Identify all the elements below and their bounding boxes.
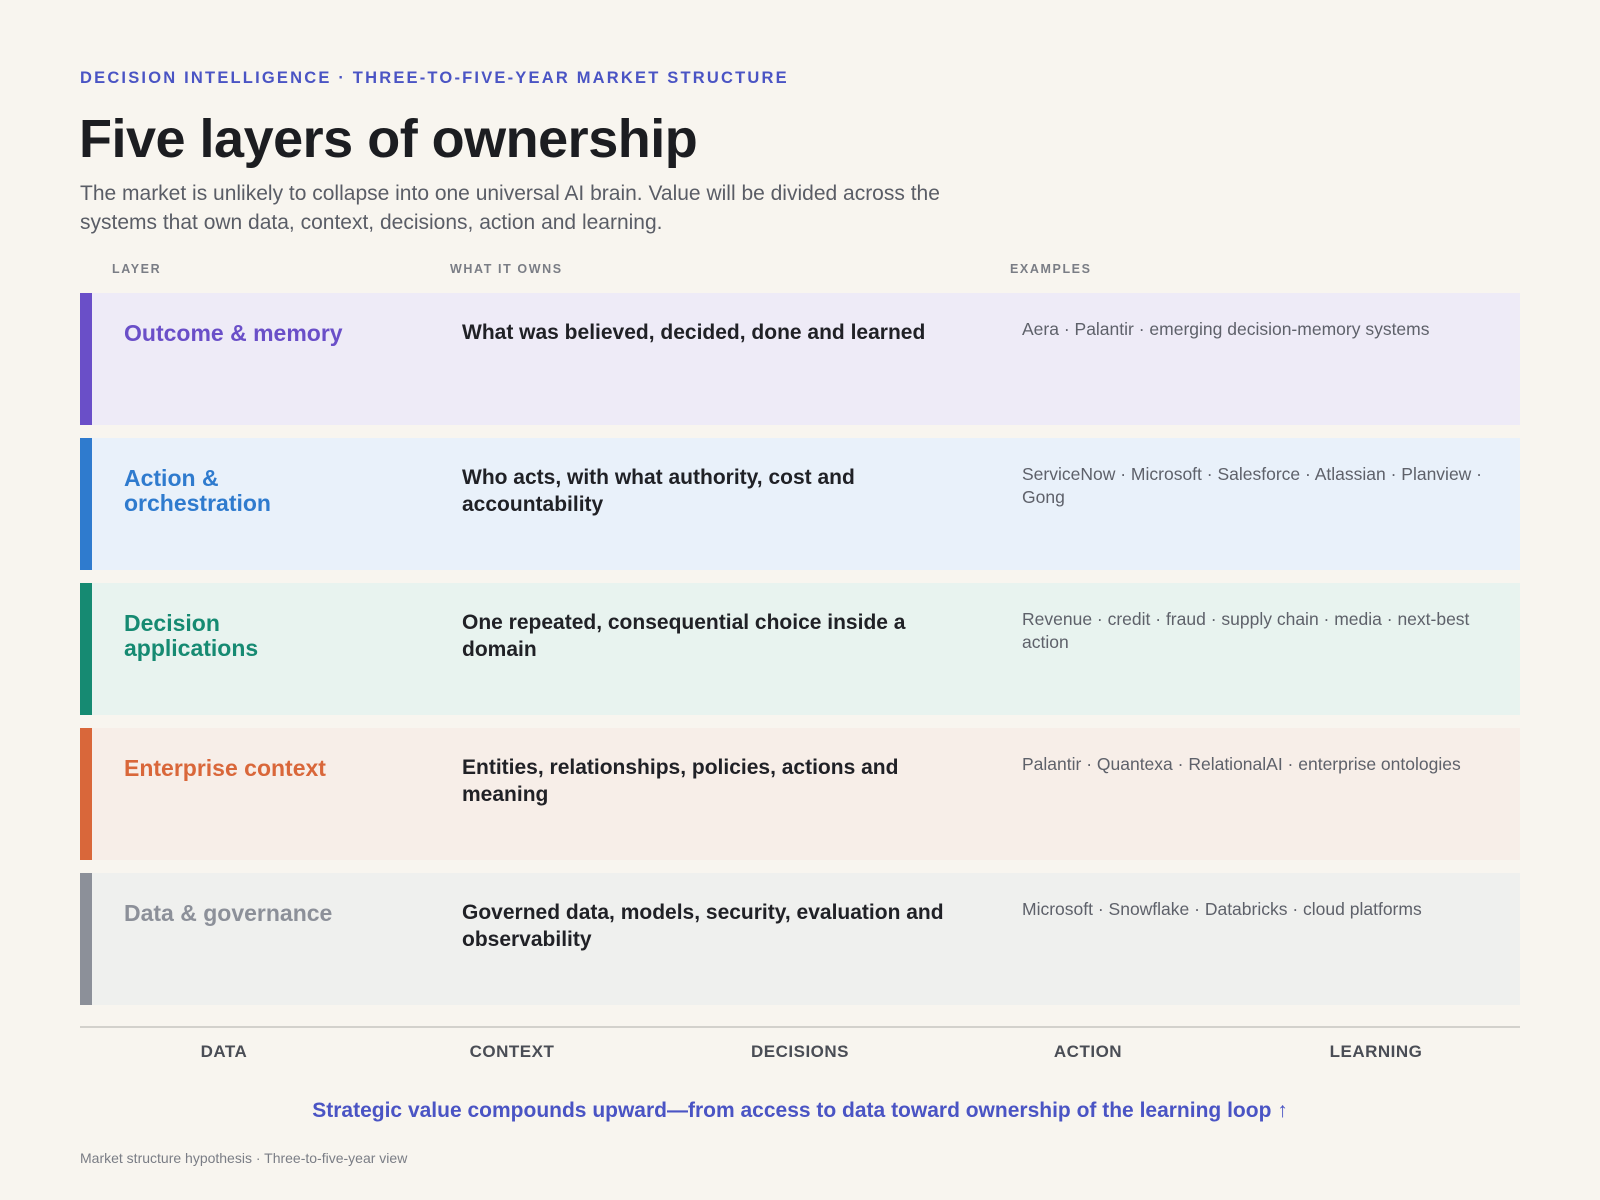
axis-label-learning: LEARNING: [1329, 1042, 1423, 1061]
layer-owns: One repeated, consequential choice insid…: [462, 611, 906, 661]
layer-name: Action & orchestration: [124, 465, 271, 516]
page-title: Five layers of ownership: [79, 109, 698, 169]
axis-label-context: CONTEXT: [469, 1042, 555, 1061]
layer-examples: Revenue · credit · fraud · supply chain …: [1022, 609, 1470, 652]
layer-accent-bar: [80, 293, 92, 425]
layer-owns: Who acts, with what authority, cost and …: [462, 466, 855, 516]
layer-accent-bar: [80, 438, 92, 570]
strategic-value-callout: Strategic value compounds upward—from ac…: [312, 1099, 1288, 1122]
layer-accent-bar: [80, 583, 92, 715]
layer-accent-bar: [80, 873, 92, 1005]
axis-label-data: DATA: [200, 1042, 248, 1061]
layer-stack: Outcome & memory What was believed, deci…: [80, 293, 1520, 1018]
layer-examples: Microsoft · Snowflake · Databricks · clo…: [1022, 899, 1422, 919]
layer-row: Data & governance Governed data, models,…: [80, 873, 1520, 1005]
column-header-layer: LAYER: [112, 262, 162, 276]
footer-note: Market structure hypothesis · Three-to-f…: [80, 1150, 408, 1166]
axis-divider: [80, 1026, 1520, 1028]
axis-label-decisions: DECISIONS: [750, 1042, 850, 1061]
column-header-owns: WHAT IT OWNS: [450, 262, 563, 276]
column-header-examples: EXAMPLES: [1010, 262, 1092, 276]
layer-row: Decision applications One repeated, cons…: [80, 583, 1520, 715]
layer-name: Decision applications: [124, 610, 259, 661]
layer-owns: Entities, relationships, policies, actio…: [462, 756, 899, 806]
eyebrow: DECISION INTELLIGENCE · THREE-TO-FIVE-YE…: [80, 69, 789, 87]
layer-examples: ServiceNow · Microsoft · Salesforce · At…: [1022, 464, 1482, 507]
layer-owns: Governed data, models, security, evaluat…: [462, 901, 944, 951]
layer-row: Action & orchestration Who acts, with wh…: [80, 438, 1520, 570]
axis-label-action: ACTION: [1053, 1042, 1123, 1061]
layer-row: Enterprise context Entities, relationshi…: [80, 728, 1520, 860]
layer-examples: Palantir · Quantexa · RelationalAI · ent…: [1022, 754, 1461, 774]
layer-accent-bar: [80, 728, 92, 860]
layer-name: Outcome & memory: [124, 320, 343, 346]
layer-row: Outcome & memory What was believed, deci…: [80, 293, 1520, 425]
value-axis: DATA CONTEXT DECISIONS ACTION LEARNING: [80, 1042, 1520, 1062]
layer-owns: What was believed, decided, done and lea…: [462, 321, 926, 344]
layer-name: Data & governance: [124, 900, 333, 926]
page-subtitle: The market is unlikely to collapse into …: [80, 182, 940, 234]
layer-examples: Aera · Palantir · emerging decision-memo…: [1022, 319, 1430, 339]
layer-name: Enterprise context: [124, 755, 326, 781]
